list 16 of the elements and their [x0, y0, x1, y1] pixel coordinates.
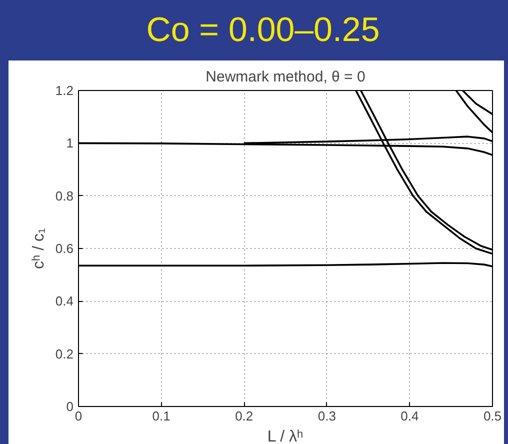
- chart-subtitle: Newmark method, θ = 0: [206, 68, 366, 86]
- x-tick-label: 0.5: [483, 408, 502, 424]
- x-tick-label: 0.4: [400, 408, 419, 424]
- chart-title: Co = 0.00–0.25: [146, 10, 380, 51]
- y-axis-title: cʰ / c₁: [30, 228, 48, 269]
- y-tick-label: 0.8: [55, 188, 74, 204]
- x-tick-label: 0.3: [318, 408, 336, 424]
- x-tick-label: 0.1: [152, 408, 170, 424]
- y-tick-label: 1.2: [55, 83, 74, 98]
- y-tick-label: 0: [66, 399, 74, 414]
- y-tick-label: 1: [66, 136, 74, 151]
- y-tick-label: 0.2: [55, 346, 74, 362]
- x-tick-label: 0.2: [235, 408, 254, 424]
- y-tick-label: 0.4: [55, 294, 74, 309]
- x-axis-title: L / λʰ: [267, 428, 304, 444]
- y-tick-label: 0.6: [55, 241, 74, 256]
